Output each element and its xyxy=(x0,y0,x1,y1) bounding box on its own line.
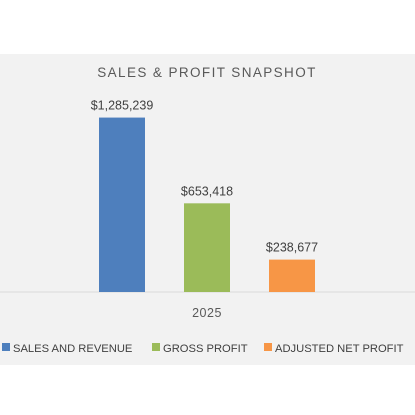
legend-label-adjusted-net-profit: ADJUSTED NET PROFIT xyxy=(275,343,404,355)
chart-title: SALES & PROFIT SNAPSHOT xyxy=(97,65,317,80)
data-label-sales-and-revenue: $1,285,239 xyxy=(91,99,154,113)
legend-label-sales-and-revenue: SALES AND REVENUE xyxy=(13,343,132,355)
data-label-adjusted-net-profit: $238,677 xyxy=(266,241,318,255)
legend: SALES AND REVENUE GROSS PROFIT ADJUSTED NE… xyxy=(2,343,404,355)
chart-area: SALES & PROFIT SNAPSHOT $1,285,239 $653,4… xyxy=(0,54,415,365)
legend-swatch-adjusted-net-profit xyxy=(264,343,272,351)
bars-layer xyxy=(99,117,315,292)
category-label: 2025 xyxy=(192,306,222,320)
legend-swatch-sales-and-revenue xyxy=(2,343,10,351)
legend-label-gross-profit: GROSS PROFIT xyxy=(163,343,248,355)
bar-chart: SALES & PROFIT SNAPSHOT $1,285,239 $653,4… xyxy=(0,65,415,355)
data-label-gross-profit: $653,418 xyxy=(181,184,233,198)
bar-gross-profit xyxy=(184,203,230,292)
bar-adjusted-net-profit xyxy=(269,259,315,292)
data-labels-layer: $1,285,239 $653,418 $238,677 xyxy=(91,99,318,255)
legend-swatch-gross-profit xyxy=(152,343,160,351)
bar-sales-and-revenue xyxy=(99,117,145,292)
